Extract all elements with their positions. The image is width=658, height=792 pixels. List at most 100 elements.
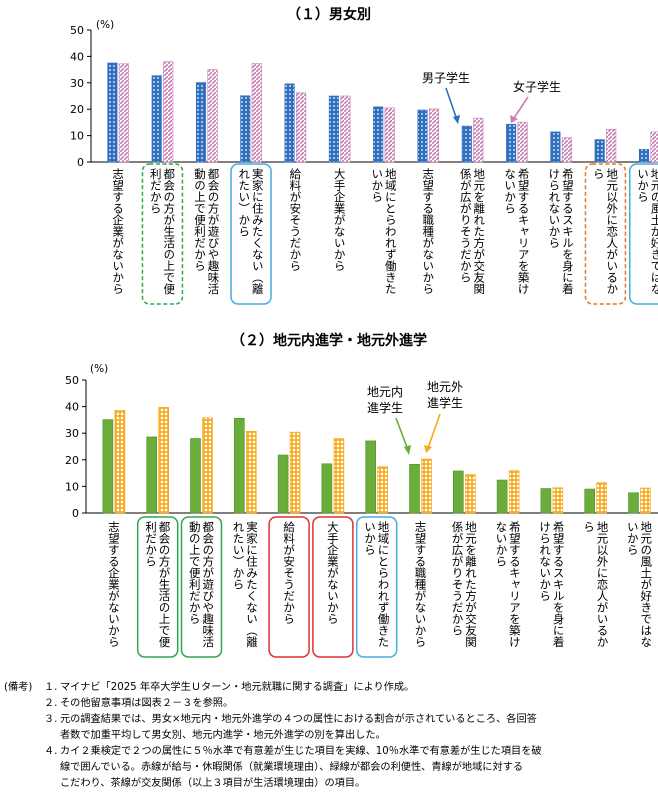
legend-arrow-head: [424, 445, 432, 453]
bar-a: [191, 439, 201, 513]
bar-b: [296, 93, 306, 162]
chart-title: （２）地元内進学・地元外進学: [231, 332, 427, 349]
bar-a: [196, 83, 206, 162]
category-label: けられないから: [547, 168, 561, 249]
category-label: いから: [626, 521, 640, 556]
category-label: 地元以外に恋人がいるか: [595, 521, 609, 648]
category-label: 地域にとらわれず働きた: [384, 168, 398, 295]
bar-a: [108, 63, 118, 162]
category-label: 大手企業がないから: [333, 167, 347, 271]
note-text: マイナビ「2025 年卒大学生Ｕターン・地元就職に関する調査」により作成。: [60, 682, 414, 693]
y-tick-label: 20: [65, 454, 79, 467]
y-tick-label: 40: [65, 401, 79, 414]
bar-b: [334, 439, 344, 513]
bar-b: [553, 488, 563, 513]
category-label: 給料が安そうだから: [282, 520, 296, 624]
y-tick-label: 0: [77, 156, 84, 169]
legend-arrow-head: [404, 445, 411, 455]
legend-label-local-in-1: 地元内: [367, 385, 403, 399]
bar-b: [341, 96, 351, 162]
y-tick-label: 10: [65, 480, 79, 493]
category-label: 大手企業がないから: [326, 520, 340, 624]
category-label: 実家に住みたくない（離: [251, 167, 265, 295]
chart-gender: （１）男女別 (%) 01020304050 志望する企業がないから都会の方が生…: [70, 6, 658, 304]
category-label: 都会の方が生活の上で便: [157, 521, 171, 648]
category-label: 動の上で便利だから: [188, 520, 202, 624]
note-number: ２.: [44, 696, 57, 712]
note-line: ４.カイ２乗検定で２つの属性に５％水準で有意差が生じた項目を実線、10％水準で有…: [4, 744, 654, 760]
bar-b: [252, 64, 261, 162]
category-label: 地域にとらわれず働きた: [376, 521, 390, 648]
bars: [103, 407, 651, 513]
category-label: 係が広がりそうだから: [451, 521, 465, 636]
y-tick-label: 20: [70, 103, 84, 116]
note-number: ３.: [44, 712, 57, 728]
bar-b: [159, 407, 169, 513]
category-label: 都会の方が遊びや趣味活: [201, 521, 215, 648]
bars: [108, 62, 658, 162]
bar-a: [629, 493, 639, 513]
note-line: 者数で加重平均して男女別、地元内進学・地元外進学の別を算出した。: [4, 728, 654, 744]
chart-title: （１）男女別: [287, 6, 371, 23]
category-label: ないから: [494, 521, 508, 567]
bar-a: [551, 132, 561, 162]
bar-a: [639, 149, 649, 162]
y-tick-label: 0: [72, 507, 79, 520]
y-tick-label: 50: [70, 24, 84, 37]
notes: (備考) １.マイナビ「2025 年卒大学生Ｕターン・地元就職に関する調査」により…: [4, 680, 654, 792]
y-unit-label: (%): [96, 19, 114, 31]
category-label: 都会の方が生活の上で便: [162, 168, 176, 295]
note-text: その他留意事項は図表２－３を参照。: [60, 698, 233, 709]
bar-a: [322, 464, 332, 513]
note-text: 者数で加重平均して男女別、地元内進学・地元外進学の別を算出した。: [60, 730, 386, 741]
bar-b: [208, 70, 218, 162]
notes-body: (備考) １.マイナビ「2025 年卒大学生Ｕターン・地元就職に関する調査」により…: [4, 680, 654, 792]
bar-b: [378, 467, 388, 513]
bar-a: [285, 84, 295, 162]
legend-arrow-head: [453, 115, 460, 124]
bar-b: [119, 64, 128, 162]
bar-a: [595, 140, 605, 162]
legend-arrow-line: [396, 418, 408, 450]
bar-a: [152, 76, 162, 162]
bar-a: [506, 124, 515, 162]
y-tick-label: 10: [70, 130, 84, 143]
bar-a: [234, 418, 244, 513]
category-label: 希望するキャリアを築け: [508, 520, 522, 647]
bar-b: [290, 432, 300, 513]
bar-b: [562, 138, 572, 162]
category-label: 志望する企業がないから: [107, 521, 121, 648]
legend-arrow-head: [510, 115, 518, 123]
note-line: 線で囲んでいる。赤線が給与・休暇関係（就業環境理由）、緑線が都会の利便性、青線が…: [4, 760, 654, 776]
category-label: 志望する企業がないから: [111, 168, 125, 295]
bar-b: [518, 122, 528, 162]
category-label: 地元の風土が好きではな: [650, 168, 658, 295]
category-label: 都会の方が遊びや趣味活: [207, 168, 221, 295]
bar-a: [453, 471, 463, 513]
y-tick-label: 50: [65, 374, 79, 387]
charts-figure: （１）男女別 (%) 01020304050 志望する企業がないから都会の方が生…: [0, 0, 658, 680]
notes-label: (備考): [4, 680, 32, 696]
category-label: いから: [370, 168, 384, 203]
y-tick-label: 40: [70, 50, 84, 63]
bar-a: [147, 437, 157, 513]
category-label: 利だから: [144, 521, 158, 567]
y-unit-label: (%): [90, 363, 108, 375]
category-label: いから: [363, 521, 377, 556]
category-label: 志望する職種がないから: [414, 521, 428, 648]
bar-a: [410, 464, 420, 513]
y-tick-label: 30: [65, 427, 79, 440]
bar-a: [418, 110, 428, 162]
category-label: れたい）から: [237, 168, 251, 237]
category-label: 実家に住みたくない（離: [245, 520, 259, 648]
bar-b: [509, 471, 519, 513]
note-number: １.: [44, 680, 57, 696]
category-label: 希望するスキルを身に着: [561, 167, 575, 295]
chart-local: （２）地元内進学・地元外進学 (%) 0 10 20 30 40 50 志望する企業がない…: [65, 332, 658, 657]
category-label: ら: [592, 168, 606, 180]
bar-a: [462, 126, 472, 162]
bar-a: [278, 455, 288, 513]
bar-a: [541, 489, 551, 513]
category-label: ら: [582, 521, 596, 533]
